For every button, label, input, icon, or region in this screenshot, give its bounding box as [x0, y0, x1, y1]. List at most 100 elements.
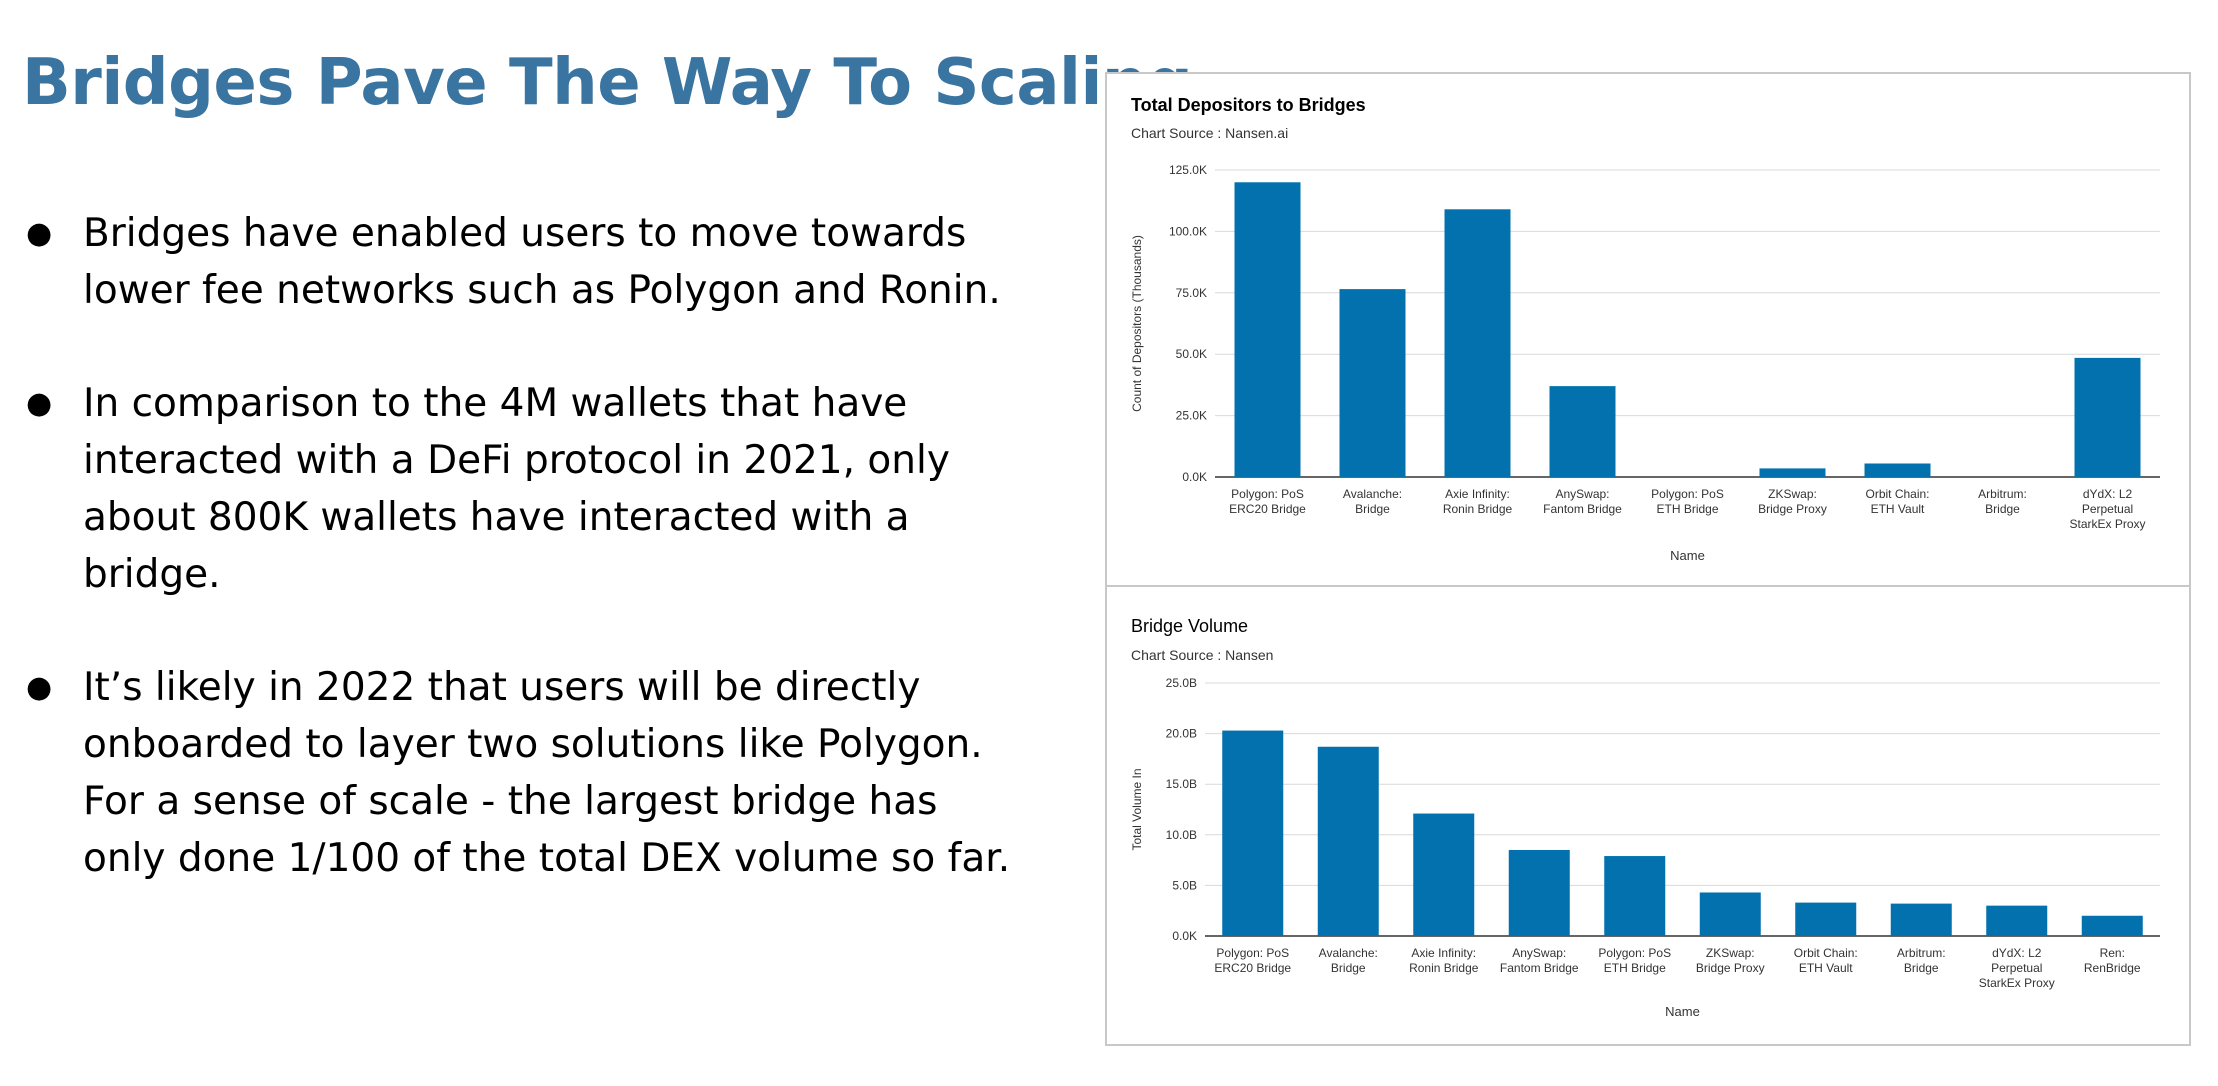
x-tick-label: Bridge Proxy [1758, 502, 1827, 516]
x-tick-label: Polygon: PoS [1598, 946, 1671, 960]
volume-bar-chart: Bridge Volume Chart Source : Nansen 0.0K 5.… [1130, 616, 2160, 1019]
x-tick-label: Arbitrum: [1897, 946, 1946, 960]
bullet-item: ● In comparison to the 4M wallets that h… [22, 375, 1062, 603]
bullet-line: It’s likely in 2022 that users will be d… [83, 665, 921, 710]
x-tick-label: ETH Bridge [1656, 502, 1718, 516]
slide-title: Bridges Pave The Way To Scaling [22, 46, 1193, 120]
y-axis-label: Total Volume In [1130, 768, 1144, 850]
bullet-line: interacted with a DeFi protocol in 2021,… [83, 438, 950, 483]
depositors-chart-container: Total Depositors to Bridges Chart Source … [1105, 74, 2191, 584]
bullet-dot-icon: ● [26, 386, 53, 421]
x-tick-label: Fantom Bridge [1543, 502, 1622, 516]
bar [1444, 209, 1511, 477]
y-tick-label: 20.0B [1166, 727, 1197, 741]
x-tick-label: Avalanche: [1319, 946, 1378, 960]
chart-subtitle: Chart Source : Nansen [1131, 647, 1273, 663]
x-tick-label: ERC20 Bridge [1229, 502, 1306, 516]
y-tick-label: 10.0B [1166, 828, 1197, 842]
x-tick-label: Bridge [1355, 502, 1390, 516]
bar [2081, 915, 2143, 936]
y-axis-label: Count of Depositors (Thousands) [1130, 235, 1144, 412]
y-tick-label: 25.0B [1166, 676, 1197, 690]
bar [1795, 902, 1857, 936]
bar [1864, 463, 1931, 477]
y-tick-label: 100.0K [1169, 224, 1207, 238]
y-tick-label: 75.0K [1176, 286, 1207, 300]
chart-title: Total Depositors to Bridges [1131, 95, 1366, 115]
bar [1413, 813, 1475, 936]
x-tick-label: Fantom Bridge [1500, 961, 1579, 975]
y-tick-label: 25.0K [1176, 409, 1207, 423]
bullet-item: ● Bridges have enabled users to move tow… [22, 205, 1062, 319]
depositors-bar-chart: Total Depositors to Bridges Chart Source … [1130, 95, 2160, 563]
x-tick-label: Bridge [1904, 961, 1939, 975]
charts-divider [1105, 585, 2191, 587]
bullet-line: lower fee networks such as Polygon and R… [83, 268, 1001, 313]
x-tick-label: ERC20 Bridge [1214, 961, 1291, 975]
x-tick-label: Ronin Bridge [1409, 961, 1479, 975]
x-tick-label: dYdX: L2 [2083, 487, 2133, 501]
x-tick-label: Axie Infinity: [1445, 487, 1510, 501]
x-tick-label: AnySwap: [1512, 946, 1566, 960]
x-axis-label: Name [1670, 548, 1705, 563]
bar [1317, 746, 1379, 936]
y-tick-label: 15.0B [1166, 777, 1197, 791]
chart-subtitle: Chart Source : Nansen.ai [1131, 125, 1288, 141]
bar [1339, 289, 1406, 477]
x-tick-label: ETH Vault [1799, 961, 1853, 975]
x-tick-label: Bridge [1331, 961, 1366, 975]
x-tick-label: RenBridge [2084, 961, 2141, 975]
y-tick-label: 125.0K [1169, 163, 1207, 177]
bar [1222, 730, 1284, 936]
bar [1699, 892, 1761, 936]
x-tick-label: dYdX: L2 [1992, 946, 2042, 960]
bullet-dot-icon: ● [26, 670, 53, 705]
x-tick-label: Perpetual [2082, 502, 2133, 516]
bar [1759, 468, 1826, 477]
x-tick-label: Orbit Chain: [1865, 487, 1929, 501]
bar [1234, 182, 1301, 477]
x-axis-label: Name [1665, 1004, 1700, 1019]
y-tick-label: 5.0B [1172, 878, 1197, 892]
x-tick-label: Bridge [1985, 502, 2020, 516]
x-tick-label: AnySwap: [1555, 487, 1609, 501]
bar [1890, 903, 1952, 936]
x-tick-label: Polygon: PoS [1651, 487, 1724, 501]
bullet-line: onboarded to layer two solutions like Po… [83, 722, 983, 767]
x-tick-label: Avalanche: [1343, 487, 1402, 501]
x-tick-label: Ren: [2100, 946, 2125, 960]
x-tick-label: ETH Bridge [1604, 961, 1666, 975]
x-tick-label: Perpetual [1991, 961, 2042, 975]
x-tick-label: Polygon: PoS [1231, 487, 1304, 501]
x-tick-label: ZKSwap: [1768, 487, 1817, 501]
chart-title: Bridge Volume [1131, 616, 1248, 636]
bullet-line: about 800K wallets have interacted with … [83, 495, 910, 540]
volume-chart-container: Bridge Volume Chart Source : Nansen 0.0K 5.… [1105, 587, 2191, 1044]
bar [1604, 856, 1666, 936]
bullet-line: In comparison to the 4M wallets that hav… [83, 381, 908, 426]
x-tick-label: ETH Vault [1871, 502, 1925, 516]
x-tick-label: Axie Infinity: [1411, 946, 1476, 960]
bullet-line: Bridges have enabled users to move towar… [83, 211, 967, 256]
x-tick-label: StarkEx Proxy [1979, 976, 2055, 990]
y-tick-label: 0.0K [1172, 929, 1197, 943]
bullet-item: ● It’s likely in 2022 that users will be… [22, 659, 1062, 887]
x-tick-label: Polygon: PoS [1216, 946, 1289, 960]
bullet-line: For a sense of scale - the largest bridg… [83, 779, 938, 824]
y-tick-label: 0.0K [1182, 470, 1207, 484]
x-tick-label: Ronin Bridge [1443, 502, 1513, 516]
bullet-list: ● Bridges have enabled users to move tow… [22, 205, 1062, 943]
bullet-line: bridge. [83, 552, 221, 597]
bar [1508, 849, 1570, 936]
bar [2074, 357, 2141, 477]
bullet-dot-icon: ● [26, 216, 53, 251]
x-tick-label: Bridge Proxy [1696, 961, 1765, 975]
x-tick-label: StarkEx Proxy [2069, 517, 2145, 531]
x-tick-label: ZKSwap: [1706, 946, 1755, 960]
bar [1986, 905, 2048, 936]
bar [1549, 386, 1616, 477]
y-tick-label: 50.0K [1176, 347, 1207, 361]
x-tick-label: Orbit Chain: [1794, 946, 1858, 960]
bullet-line: only done 1/100 of the total DEX volume … [83, 836, 1011, 881]
x-tick-label: Arbitrum: [1978, 487, 2027, 501]
